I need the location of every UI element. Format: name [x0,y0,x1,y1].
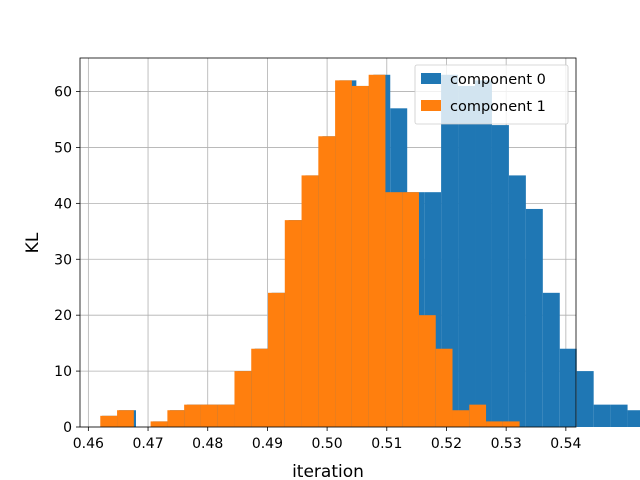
x-tick-label-3: 0.49 [252,436,283,452]
histogram-bars [100,74,640,428]
bar-series-1-bin-8 [234,371,252,427]
y-axis-label: KL [23,232,43,253]
bar-series-1-bin-13 [318,136,336,428]
bar-series-0-bin-30 [610,404,628,427]
bar-series-1-bin-15 [351,85,369,428]
bar-series-0-bin-27 [559,348,577,427]
bar-series-1-bin-22 [469,404,487,427]
bar-series-1-bin-17 [385,192,403,427]
bar-series-1-bin-11 [284,220,302,427]
legend-box [414,64,569,125]
y-tick-label-3: 30 [54,252,72,268]
bar-series-0-bin-29 [593,404,611,427]
bar-series-1-bin-21 [452,410,470,427]
legend-label-component-1: component 1 [450,99,546,115]
legend-label-component-0: component 0 [450,72,546,88]
bar-series-1-bin-3 [150,421,168,427]
x-tick-label-2: 0.48 [192,436,223,452]
bar-series-1-bin-10 [268,292,285,427]
x-axis-label: iteration [292,462,364,480]
y-tick-label-4: 40 [54,196,72,212]
bar-series-0-bin-20 [441,74,459,427]
y-tick-label-6: 60 [54,85,72,101]
x-tick-label-1: 0.47 [132,436,163,452]
x-tick-label-5: 0.51 [371,436,402,452]
bar-series-0-bin-28 [576,371,594,427]
bar-series-0-bin-21 [458,85,476,428]
bar-series-1-bin-4 [167,410,185,427]
bar-series-1-bin-16 [368,74,386,427]
bar-series-0-bin-23 [491,125,509,427]
x-tick-label-0: 0.46 [73,436,104,452]
bar-series-0-bin-26 [542,292,560,427]
bar-series-1-bin-14 [335,80,352,427]
legend: component 0 component 1 [414,64,569,125]
x-tick-label-4: 0.50 [312,436,343,452]
bar-series-1-bin-7 [217,404,235,427]
x-tick-label-8: 0.54 [550,436,581,452]
bar-series-0-bin-24 [508,175,526,427]
legend-swatch-component-1 [421,100,441,111]
y-tick-label-2: 20 [54,308,72,324]
x-tick-label-6: 0.52 [431,436,462,452]
bar-series-0-bin-31 [627,410,640,427]
bar-series-1-bin-1 [117,410,134,427]
bar-series-0-bin-22 [475,80,492,427]
bar-series-0-bin-25 [525,208,543,427]
bar-series-1-bin-5 [184,404,201,427]
x-axis-ticks: 0.46 0.47 0.48 0.49 0.50 0.51 0.52 0.53 0.54 [73,427,582,452]
bar-series-1-bin-20 [435,348,453,427]
bar-series-1-bin-19 [418,315,436,427]
x-tick-label-7: 0.53 [491,436,522,452]
bar-series-1-bin-9 [251,348,269,427]
y-tick-label-1: 10 [54,364,72,380]
bar-series-1-bin-12 [301,175,319,427]
y-axis-ticks: 0 10 20 30 40 50 60 [54,85,80,436]
y-tick-label-5: 50 [54,140,72,156]
bar-series-1-bin-24 [502,421,520,427]
bar-series-1-bin-18 [402,192,419,427]
plot-frame [79,57,577,428]
bar-series-1-bin-23 [486,421,503,427]
legend-swatch-component-0 [421,73,441,84]
y-tick-label-0: 0 [63,420,72,436]
bar-series-1-bin-0 [100,415,118,427]
bar-series-1-bin-6 [200,404,218,427]
